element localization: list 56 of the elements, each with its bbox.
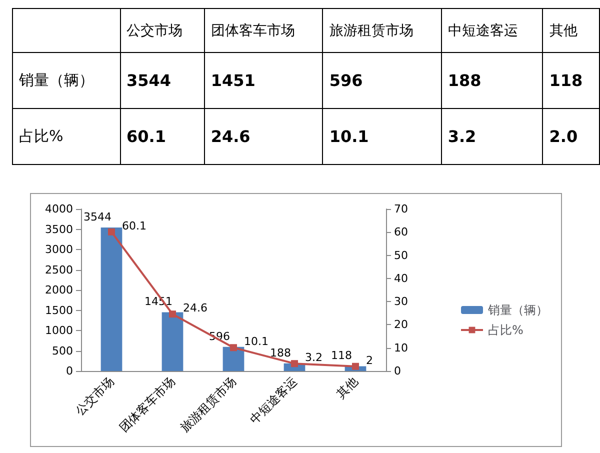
data-label: 3544 bbox=[120, 52, 204, 108]
data-label: 2.0 bbox=[542, 108, 600, 164]
point bbox=[108, 228, 115, 236]
y-tick-label: 3500 bbox=[45, 222, 73, 236]
y-tick-label: 500 bbox=[52, 344, 73, 358]
data-label: 2 bbox=[366, 354, 373, 367]
category-label: 公交市场 bbox=[120, 8, 204, 52]
category-label: 旅游租赁市场 bbox=[322, 8, 442, 52]
data-label: 1451 bbox=[204, 52, 323, 108]
bar bbox=[222, 346, 244, 371]
y-tick-label: 3000 bbox=[45, 243, 73, 256]
y2-tick-label: 20 bbox=[394, 318, 408, 332]
y-tick-label: 4000 bbox=[45, 202, 73, 216]
bar bbox=[162, 312, 184, 371]
data-label: 60.1 bbox=[120, 108, 204, 164]
point bbox=[230, 344, 237, 352]
y2-tick-label: 0 bbox=[394, 364, 401, 378]
category-label: 中短途客运 bbox=[441, 8, 543, 52]
y-tick-label: 1000 bbox=[45, 324, 73, 337]
point bbox=[169, 310, 176, 318]
data-label: 188 bbox=[441, 52, 543, 108]
data-label: 10.1 bbox=[322, 108, 442, 164]
data-label: 24.6 bbox=[183, 302, 208, 315]
point bbox=[352, 362, 359, 370]
category-label: 团体客车市场 bbox=[204, 8, 323, 52]
x-tick-label: 中短途客运 bbox=[247, 374, 300, 426]
bar bbox=[100, 227, 122, 371]
y-tick-label: 2000 bbox=[45, 284, 73, 296]
data-label: 24.6 bbox=[204, 108, 323, 164]
y2-tick-label: 60 bbox=[394, 226, 408, 239]
legend-label: 占比% bbox=[488, 323, 524, 337]
data-label: 3.2 bbox=[441, 108, 543, 164]
legend-label: 销量（辆） bbox=[487, 303, 548, 317]
x-tick-label: 公交市场 bbox=[72, 374, 116, 418]
data-label: 596 bbox=[322, 52, 442, 108]
x-tick-label: 团体客车市场 bbox=[116, 374, 178, 435]
x-tick-label: 旅游租赁市场 bbox=[178, 374, 238, 435]
y-tick-label: 2500 bbox=[45, 263, 73, 276]
data-label: 3544 bbox=[84, 210, 112, 224]
data-label: 188 bbox=[270, 346, 291, 360]
y-tick-label: 0 bbox=[66, 364, 73, 378]
data-label: 118 bbox=[542, 52, 600, 108]
text: 占比% bbox=[12, 108, 120, 164]
category-label: 其他 bbox=[542, 8, 600, 52]
text: 销量（辆） bbox=[12, 52, 120, 108]
y-tick-label: 1500 bbox=[45, 304, 73, 317]
y2-tick-label: 30 bbox=[394, 295, 408, 308]
data-label: 60.1 bbox=[122, 219, 146, 232]
y2-tick-label: 10 bbox=[394, 341, 408, 354]
data-label: 118 bbox=[331, 349, 352, 362]
data-label: 10.1 bbox=[244, 335, 268, 348]
x-tick-label: 其他 bbox=[334, 374, 360, 401]
y2-tick-label: 70 bbox=[394, 202, 408, 216]
y2-tick-label: 50 bbox=[394, 248, 408, 262]
y2-tick-label: 40 bbox=[394, 272, 408, 285]
data-label: 3.2 bbox=[305, 351, 322, 364]
